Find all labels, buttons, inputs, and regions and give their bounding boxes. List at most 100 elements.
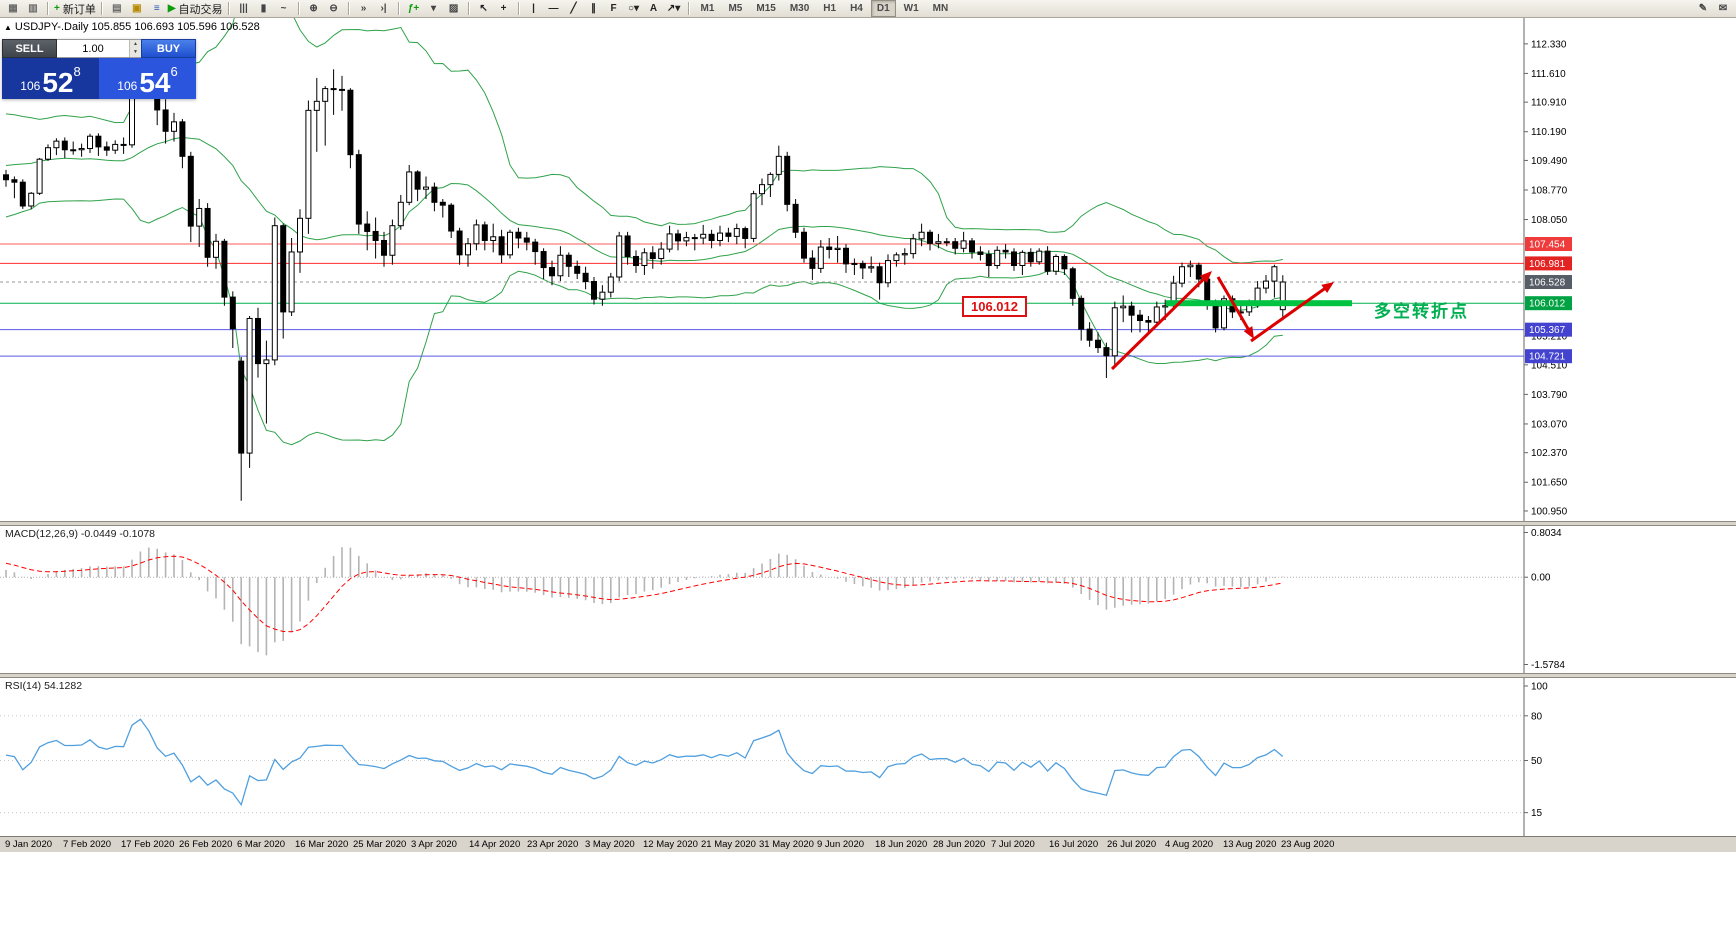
rsi-axis-label: 50 <box>1531 756 1543 767</box>
templates-icon[interactable]: ▨ <box>448 3 459 14</box>
tf-button-m5[interactable]: M5 <box>728 3 743 14</box>
spinner-up-icon[interactable]: ▲ <box>130 40 141 49</box>
price-badge-label: 106.528 <box>1529 278 1566 289</box>
buy-button[interactable]: BUY <box>141 39 196 58</box>
auto-scroll-icon[interactable]: » <box>360 3 367 14</box>
new-order-button[interactable]: + 新订单 <box>54 3 96 16</box>
sell-price-sup: 8 <box>73 64 81 79</box>
tf-button-mn[interactable]: MN <box>932 3 949 14</box>
new-window-icon[interactable]: ▦ <box>8 3 18 14</box>
macd-axis-label: 0.00 <box>1531 573 1551 584</box>
date-label: 18 Jun 2020 <box>875 839 928 850</box>
horizontal-line-icon[interactable]: — <box>548 3 559 14</box>
buy-price-base: 106 <box>117 79 138 93</box>
zone-thick-line[interactable] <box>1166 300 1352 307</box>
toolbar-separator <box>687 2 690 15</box>
text-label-icon[interactable]: A <box>649 3 658 14</box>
shapes-icon[interactable]: ○▾ <box>628 3 640 14</box>
periods-dropdown-icon[interactable]: ▾ <box>431 3 437 14</box>
vertical-line-icon[interactable]: | <box>532 3 535 14</box>
rsi-line <box>5 718 1284 807</box>
date-label: 4 Aug 2020 <box>1165 839 1214 850</box>
trend-arrow[interactable] <box>1216 276 1252 333</box>
toolbar-separator <box>347 2 350 15</box>
sell-button[interactable]: SELL <box>2 39 57 58</box>
tf-button-h1[interactable]: H1 <box>823 3 837 14</box>
buy-price-big: 54 <box>139 67 171 99</box>
chart-annotations[interactable] <box>1110 271 1352 371</box>
window-tile-icon[interactable]: ▥ <box>28 3 38 14</box>
tf-button-h4[interactable]: H4 <box>850 3 863 14</box>
macd-axis-label: -1.5784 <box>1531 660 1565 671</box>
price-annotation-label[interactable]: 106.012 <box>962 296 1027 317</box>
price-axis[interactable]: 112.330 111.610 110.910 110.190 109.490 108.7… <box>1523 18 1572 851</box>
channel-icon[interactable]: ∥ <box>591 3 597 14</box>
price-badge <box>1525 322 1572 337</box>
chart-shift-icon[interactable]: ›| <box>380 3 387 14</box>
lot-input[interactable] <box>57 40 129 57</box>
rsi-axis-label: 100 <box>1531 682 1548 693</box>
date-label: 21 May 2020 <box>701 839 756 850</box>
date-label: 26 Feb 2020 <box>179 839 233 850</box>
lot-size-field[interactable]: ▲▼ <box>57 39 141 58</box>
date-label: 13 Aug 2020 <box>1223 839 1277 850</box>
bollinger-upper <box>5 0 1283 264</box>
zoom-out-icon[interactable]: ⊖ <box>329 3 338 14</box>
sell-price-display[interactable]: 106 52 8 <box>2 58 99 99</box>
candlestick-chart-icon[interactable]: ▮ <box>260 3 267 14</box>
edit-icon[interactable]: ✎ <box>1698 3 1708 14</box>
chart-window-icon[interactable]: ▤ <box>112 3 122 14</box>
fibonacci-icon[interactable]: F <box>610 3 617 14</box>
cursor-icon[interactable]: ↖ <box>479 3 488 14</box>
indicators-icon[interactable]: ƒ+ <box>407 3 420 14</box>
profiles-icon[interactable]: ▣ <box>132 3 142 14</box>
bar-chart-icon[interactable]: ||| <box>239 3 248 14</box>
panel-splitter[interactable] <box>0 521 1736 526</box>
macd-signal-line <box>5 555 1283 633</box>
horizontal-lines[interactable] <box>0 243 1524 357</box>
price-tick-label: 103.070 <box>1531 419 1568 430</box>
spinner-down-icon[interactable]: ▼ <box>130 48 141 57</box>
price-tick-label: 108.770 <box>1531 185 1568 196</box>
trend-arrow[interactable] <box>1110 275 1208 371</box>
trend-arrow[interactable] <box>1250 285 1329 343</box>
toolbar-separator <box>47 2 49 15</box>
toolbar-separator <box>100 2 103 15</box>
rsi-panel[interactable]: 100 80 50 15 <box>0 682 1548 820</box>
zone-annotation-text[interactable]: 多空转折点 <box>1374 302 1469 321</box>
lot-spinner[interactable]: ▲ ▼ <box>129 40 141 57</box>
buy-price-display[interactable]: 106 54 6 <box>99 58 196 99</box>
time-axis[interactable]: 9 Jan 2020 7 Feb 2020 17 Feb 2020 26 Feb 20… <box>0 836 1736 852</box>
tf-button-m30[interactable]: M30 <box>789 3 810 14</box>
date-label: 3 May 2020 <box>585 839 635 850</box>
crosshair-icon[interactable]: + <box>500 3 507 14</box>
macd-panel[interactable]: 0.8034 0.00 -1.5784 <box>0 528 1565 671</box>
date-label: 31 May 2020 <box>759 839 814 850</box>
price-badge-label: 105.367 <box>1529 325 1566 336</box>
date-label: 7 Jul 2020 <box>991 839 1035 850</box>
chart-symbol-info: ▲ USDJPY-.Daily 105.855 106.693 105.596 1… <box>4 21 260 33</box>
price-tick-label: 103.790 <box>1531 390 1568 401</box>
date-label: 17 Feb 2020 <box>121 839 175 850</box>
price-badge <box>1525 349 1572 364</box>
buy-price-sup: 6 <box>170 64 178 79</box>
price-tick-label: 101.650 <box>1531 478 1568 489</box>
market-watch-icon[interactable]: ≡ <box>153 3 160 14</box>
tf-button-m15[interactable]: M15 <box>756 3 776 14</box>
arrows-icon[interactable]: ↗▾ <box>666 3 681 14</box>
tf-button-m1[interactable]: M1 <box>700 3 715 14</box>
price-badge <box>1525 256 1572 271</box>
tf-button-d1[interactable]: D1 <box>870 0 896 17</box>
date-label: 26 Jul 2020 <box>1107 839 1157 850</box>
price-badge <box>1525 237 1572 252</box>
price-tick-label: 110.190 <box>1531 127 1567 138</box>
trendline-icon[interactable]: ╱ <box>570 3 577 14</box>
autotrading-button[interactable]: ▶ 自动交易 <box>167 3 223 16</box>
mail-icon[interactable]: ✉ <box>1718 3 1728 14</box>
tf-button-w1[interactable]: W1 <box>903 3 919 14</box>
panel-splitter[interactable] <box>0 673 1736 678</box>
line-chart-icon[interactable]: ~ <box>280 3 287 14</box>
zoom-in-icon[interactable]: ⊕ <box>309 3 318 14</box>
